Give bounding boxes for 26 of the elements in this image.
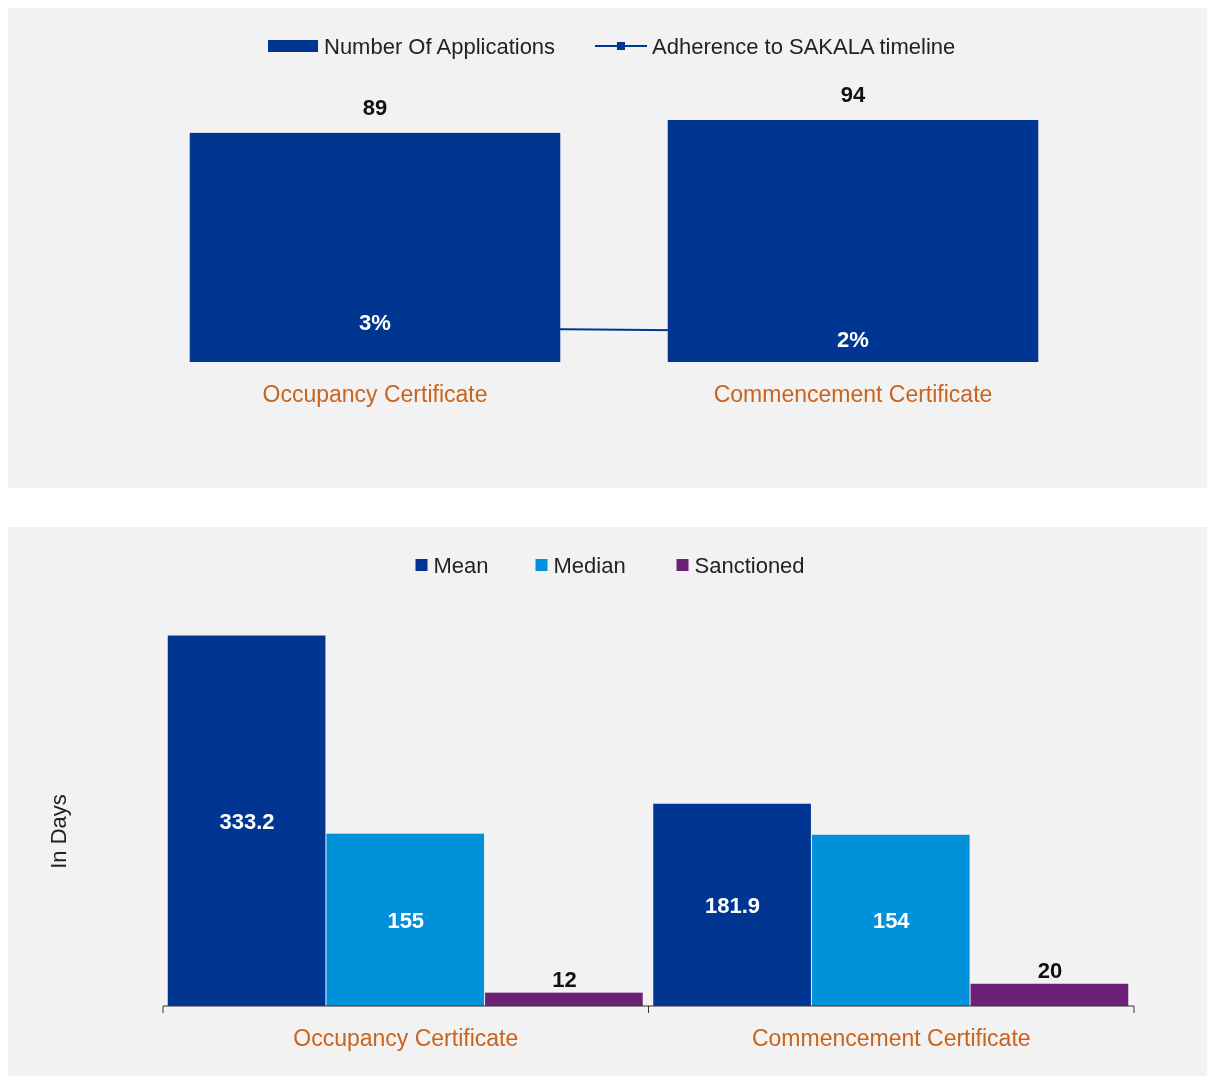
bar (167, 635, 326, 1006)
legend-label: Number Of Applications (324, 34, 556, 59)
bar (970, 983, 1129, 1006)
data-label: 154 (872, 908, 911, 934)
data-label: 89 (362, 94, 388, 120)
x-tick-label: Commencement Certificate (713, 381, 993, 407)
bar (326, 833, 485, 1006)
legend-label: Adherence to SAKALA timeline (652, 34, 956, 59)
data-label: 333.2 (219, 808, 275, 834)
data-label: 155 (387, 907, 425, 933)
bar (653, 803, 811, 1006)
bar (485, 992, 643, 1006)
data-label: 20 (1037, 957, 1063, 983)
x-tick-label: Occupancy Certificate (262, 381, 488, 407)
legend-label: Mean (433, 553, 489, 578)
data-label: 2% (837, 326, 869, 352)
data-label: 12 (552, 966, 577, 992)
x-tick-label: Occupancy Certificate (293, 1025, 519, 1051)
data-label: 3% (359, 310, 391, 336)
data-label: 181.9 (705, 892, 761, 918)
bar (811, 834, 970, 1006)
y-axis-title: In Days (46, 794, 71, 869)
legend-label: Median (553, 553, 626, 578)
legend-label: Sanctioned (694, 553, 805, 578)
data-label: 94 (840, 82, 866, 107)
x-tick-label: Commencement Certificate (751, 1025, 1031, 1051)
